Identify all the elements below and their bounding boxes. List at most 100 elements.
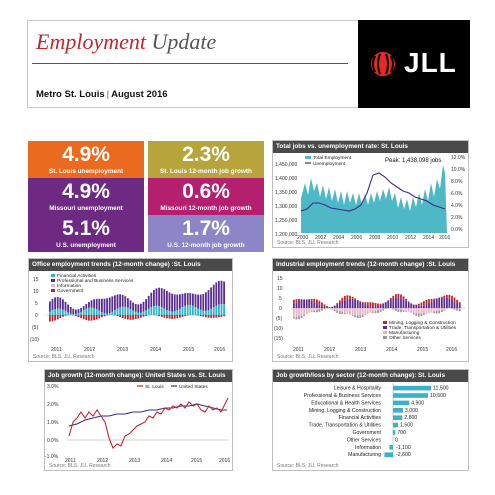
industrial-bar xyxy=(354,308,356,316)
office-bar xyxy=(59,308,62,315)
industrial-bar xyxy=(405,300,407,308)
y-tick: 0.0% xyxy=(47,438,59,444)
office-bar xyxy=(106,315,108,316)
kpi-tile-us-job-growth: 1.7% U.S. 12-month job growth xyxy=(148,215,264,252)
office-bar xyxy=(184,315,186,317)
y-tick: 3.0% xyxy=(47,384,59,390)
industrial-bar xyxy=(377,310,379,313)
industrial-bar xyxy=(305,308,308,314)
industrial-bar xyxy=(415,308,418,314)
office-bar xyxy=(202,310,205,315)
x-tick: 2012 xyxy=(324,347,335,353)
industrial-bar xyxy=(331,308,334,310)
legend-other-services: Other Services xyxy=(389,335,421,341)
legend-swatch-information xyxy=(51,284,55,287)
job-growth-title: Job growth (12-month change): United Sta… xyxy=(45,370,232,382)
industrial-bar xyxy=(384,308,387,309)
industrial-bar xyxy=(359,315,362,318)
office-bar xyxy=(223,315,225,317)
industrial-bar xyxy=(316,309,318,313)
kpi-tile-mo-unemployment: 4.9% Missouri unemployment xyxy=(28,178,144,215)
industrial-bar xyxy=(395,308,397,309)
legend-trade-transportation-utilities: Trade, Transportation & Utilities xyxy=(389,325,457,331)
office-bar xyxy=(194,294,197,307)
industrial-bar xyxy=(428,308,430,313)
office-employment-source: Source: BLS, JLL Research xyxy=(33,354,95,360)
legend-total-employment: Total Employment xyxy=(313,155,352,161)
kpi-value: 5.1% xyxy=(62,217,110,240)
y-left-tick: 1,400,000 xyxy=(275,176,297,182)
industrial-bar xyxy=(303,308,305,315)
industrial-bar xyxy=(295,316,298,320)
industrial-bar xyxy=(328,307,331,308)
office-bar xyxy=(85,308,88,315)
title-divider xyxy=(32,63,348,64)
jll-logo-mark-icon xyxy=(371,52,395,76)
industrial-bar xyxy=(417,313,420,317)
industrial-bar xyxy=(321,306,323,308)
office-bar xyxy=(150,307,153,315)
office-bar xyxy=(69,313,72,315)
industrial-bar xyxy=(344,296,346,301)
industrial-bar xyxy=(369,306,372,308)
industrial-bar xyxy=(323,304,326,307)
industrial-bar xyxy=(417,305,420,308)
industrial-bar xyxy=(369,308,372,313)
office-bar xyxy=(49,311,51,315)
industrial-bar xyxy=(458,303,461,308)
office-bar xyxy=(220,303,223,315)
office-bar xyxy=(173,311,176,315)
industrial-bar xyxy=(321,308,323,311)
office-bar xyxy=(54,297,56,309)
office-employment-chart: 15 10 5 0 (5) (10) Financial Activities … xyxy=(30,273,227,353)
industrial-bar xyxy=(446,308,448,309)
kpi-label: St. Louis unemployment xyxy=(48,168,124,175)
office-bar xyxy=(197,315,199,316)
office-bar xyxy=(142,315,145,317)
industrial-bar xyxy=(451,300,453,308)
industrial-bar xyxy=(349,295,351,299)
industrial-bar xyxy=(410,308,413,313)
job-growth-source: Source: BLS, JLL Research xyxy=(49,463,111,469)
y-left-tick: 1,350,000 xyxy=(275,190,297,196)
industrial-bar xyxy=(377,303,379,306)
office-bar xyxy=(137,312,140,315)
industrial-bar xyxy=(420,313,423,317)
office-bar xyxy=(64,315,67,316)
office-bar xyxy=(207,290,210,311)
sector-growth-panel: Job growth/loss by sector (12-month chan… xyxy=(272,369,469,471)
office-bar xyxy=(95,309,98,315)
kpi-label: Missouri unemployment xyxy=(49,205,123,212)
office-bar xyxy=(215,282,218,306)
industrial-bar xyxy=(316,308,318,310)
office-bar xyxy=(114,295,116,311)
industrial-bar xyxy=(412,304,415,308)
office-bar xyxy=(119,315,121,317)
office-bar xyxy=(199,315,202,316)
legend-swatch-other xyxy=(383,336,387,339)
y-tick: 1.0% xyxy=(47,420,59,426)
industrial-bar xyxy=(425,308,428,314)
industrial-bar xyxy=(415,305,418,308)
industrial-bar xyxy=(379,305,382,308)
industrial-bar xyxy=(372,306,374,308)
industrial-bar xyxy=(440,296,443,298)
industrial-bar xyxy=(446,295,448,298)
office-bar xyxy=(210,287,212,309)
office-bar xyxy=(160,288,163,308)
report-subtitle: Metro St. Louis | August 2016 xyxy=(36,89,168,100)
office-bar xyxy=(145,315,147,316)
office-bar xyxy=(132,315,134,320)
office-bar xyxy=(67,312,69,315)
office-bar xyxy=(106,298,108,314)
industrial-bar xyxy=(336,308,339,311)
sector-growth-source: Source: BLS, JLL Research xyxy=(277,463,339,469)
legend-swatch-mining xyxy=(383,321,387,324)
industrial-bar xyxy=(349,308,351,315)
industrial-bar xyxy=(333,305,336,308)
industrial-bar xyxy=(300,300,303,308)
y-tick: 0 xyxy=(279,306,282,312)
sector-value: 11,500 xyxy=(433,386,449,392)
sector-value: 0 xyxy=(395,437,398,443)
industrial-bar xyxy=(346,308,349,314)
